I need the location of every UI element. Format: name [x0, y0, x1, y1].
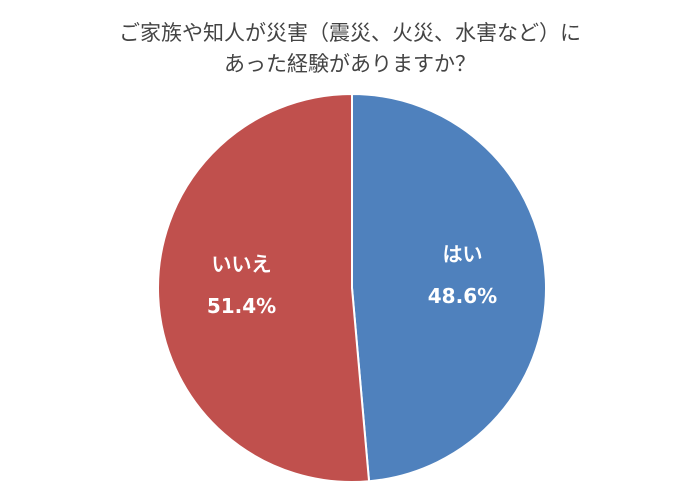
slice-label-0: はい [442, 242, 482, 266]
chart-title-line-2: あった経験がありますか？ [224, 52, 476, 76]
slice-value-label-0: 48.6% [428, 284, 497, 308]
chart-title-line-1: ご家族や知人が災害（震災、火災、水害など）に [119, 21, 581, 45]
pie-slice-1 [157, 92, 371, 483]
slice-label-1: いいえ [212, 252, 272, 276]
pie-slice-0 [351, 92, 547, 483]
slice-value-label-1: 51.4% [207, 294, 276, 318]
chart-title: ご家族や知人が災害（震災、火災、水害など）に あった経験がありますか？ [0, 18, 700, 80]
